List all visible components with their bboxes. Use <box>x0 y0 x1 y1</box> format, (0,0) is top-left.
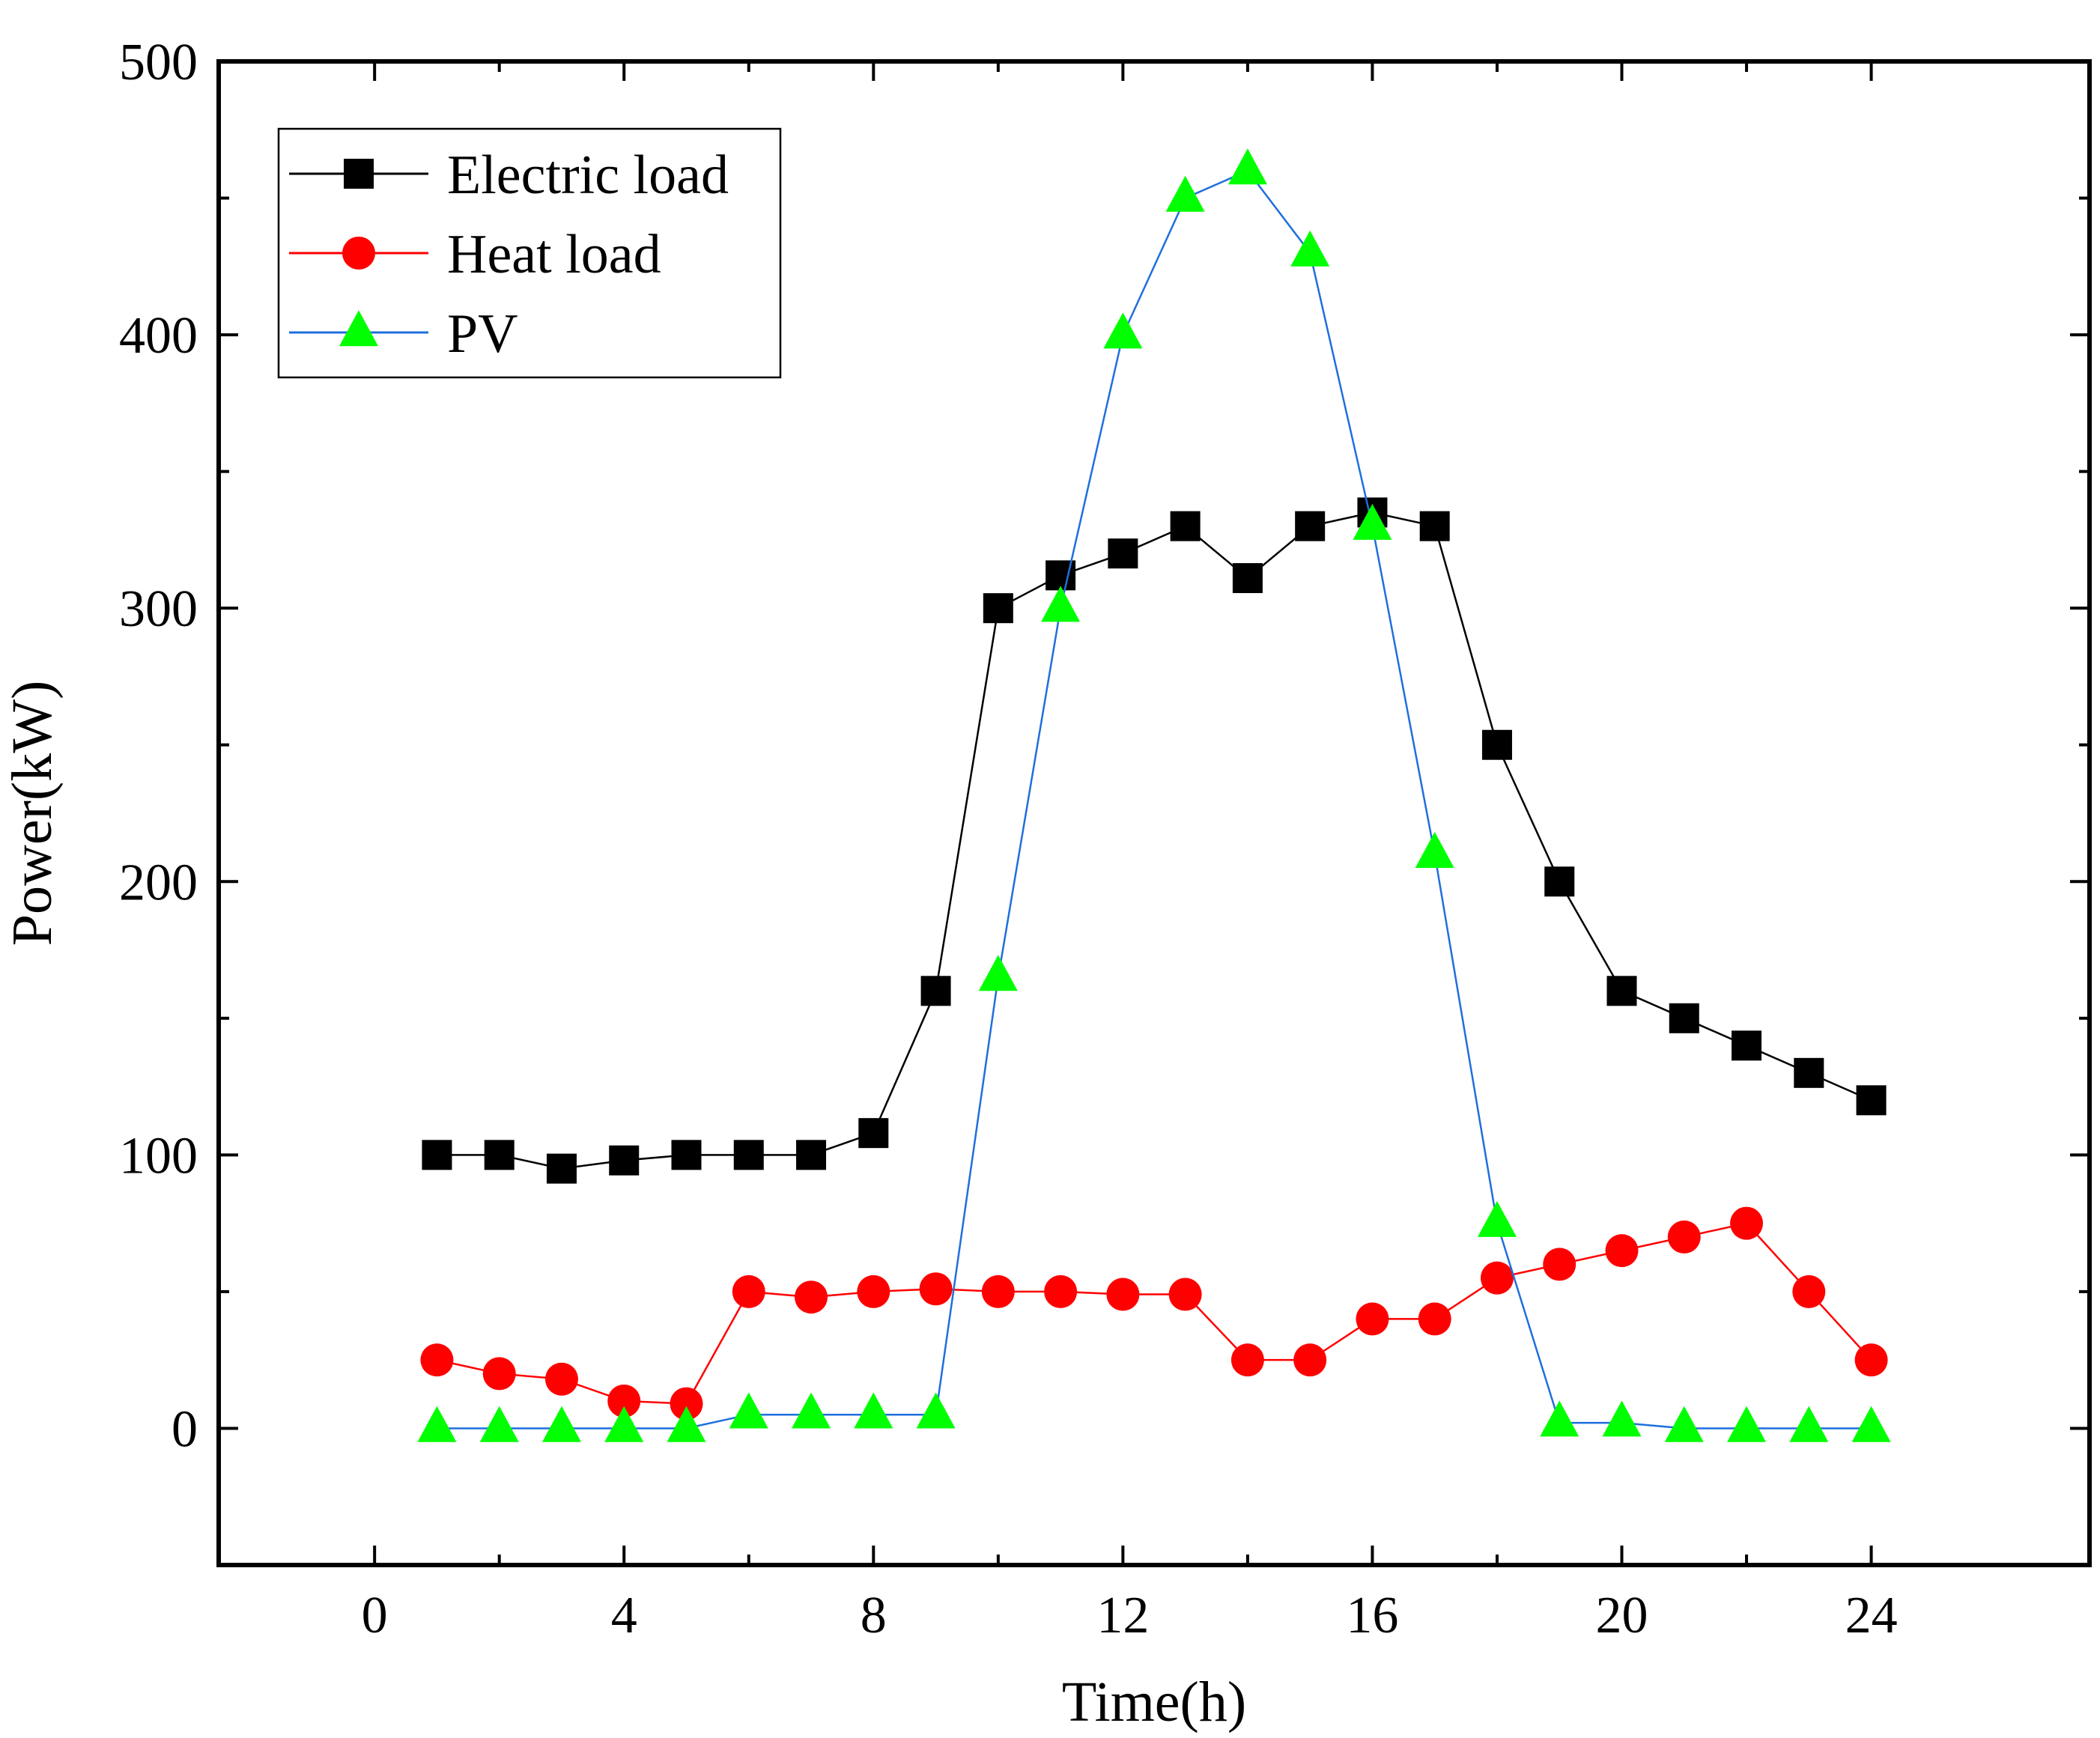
data-point-electric-load <box>1544 866 1575 897</box>
legend: Electric load Heat load PV <box>277 127 782 379</box>
data-point-heat-load <box>795 1280 828 1314</box>
data-point-heat-load <box>1667 1220 1701 1254</box>
data-point-electric-load <box>1108 538 1138 569</box>
y-tick-label: 200 <box>119 854 198 911</box>
data-point-electric-load <box>1732 1030 1762 1061</box>
data-point-pv <box>729 1392 768 1429</box>
data-point-pv <box>1165 175 1205 212</box>
plot-frame <box>216 59 2092 1567</box>
series-pv <box>417 148 1891 1442</box>
y-tick-label: 300 <box>119 580 198 638</box>
data-point-heat-load <box>1106 1277 1140 1311</box>
x-axis-title: Time(h) <box>1062 1671 1246 1734</box>
data-point-electric-load <box>484 1140 515 1170</box>
data-point-pv <box>1103 312 1143 349</box>
data-point-pv <box>479 1406 519 1442</box>
legend-marker-pv <box>339 310 378 347</box>
data-point-pv <box>1789 1406 1829 1442</box>
data-point-pv <box>541 1406 581 1442</box>
data-point-pv <box>1227 148 1267 185</box>
x-tick-label: 20 <box>1596 1587 1648 1644</box>
data-point-heat-load <box>1543 1248 1576 1281</box>
data-point-electric-load <box>1481 729 1512 760</box>
x-tick-label: 0 <box>362 1587 388 1644</box>
data-point-electric-load <box>1606 976 1637 1006</box>
x-tick-label: 12 <box>1096 1587 1149 1644</box>
data-point-pv <box>1415 832 1454 869</box>
data-point-pv <box>1851 1406 1891 1442</box>
data-point-pv <box>1041 586 1081 622</box>
series-electric-load <box>422 497 1887 1184</box>
data-point-electric-load <box>733 1140 764 1170</box>
data-point-heat-load <box>544 1362 578 1396</box>
data-point-heat-load <box>1854 1343 1888 1377</box>
data-point-heat-load <box>1356 1302 1389 1336</box>
legend-label-electric-load: Electric load <box>447 145 729 206</box>
x-tick-label: 24 <box>1845 1587 1898 1644</box>
data-point-pv <box>792 1392 831 1429</box>
data-point-pv <box>916 1392 956 1429</box>
y-tick-label: 400 <box>119 307 198 365</box>
data-point-heat-load <box>1480 1261 1514 1295</box>
data-point-electric-load <box>1794 1057 1824 1088</box>
data-point-pv <box>1727 1406 1767 1442</box>
data-point-electric-load <box>920 976 951 1006</box>
data-point-electric-load <box>422 1140 452 1170</box>
legend-label-pv: PV <box>447 303 518 365</box>
data-point-pv <box>417 1406 457 1442</box>
data-point-electric-load <box>858 1118 889 1149</box>
data-point-heat-load <box>919 1272 953 1306</box>
data-point-pv <box>978 955 1018 991</box>
series-heat-load <box>420 1206 1888 1421</box>
data-point-electric-load <box>671 1140 702 1170</box>
data-point-pv <box>1290 230 1330 267</box>
data-point-heat-load <box>1730 1206 1764 1240</box>
data-point-electric-load <box>1419 511 1450 541</box>
data-point-heat-load <box>1230 1343 1264 1377</box>
data-point-heat-load <box>482 1357 516 1391</box>
data-point-pv <box>667 1406 706 1442</box>
y-tick-label: 100 <box>119 1127 198 1185</box>
series-group <box>417 148 1891 1442</box>
data-point-pv <box>604 1406 644 1442</box>
data-point-pv <box>1477 1200 1517 1237</box>
data-point-pv <box>1353 503 1392 540</box>
data-point-heat-load <box>1044 1274 1078 1308</box>
data-point-electric-load <box>1295 511 1326 541</box>
legend-marker-heat-load <box>342 237 375 270</box>
y-axis-title: Power(kW) <box>1 681 64 947</box>
y-tick-label: 0 <box>172 1400 198 1458</box>
data-point-heat-load <box>1605 1234 1639 1268</box>
data-point-heat-load <box>981 1274 1015 1308</box>
data-point-heat-load <box>1168 1277 1202 1311</box>
tick-labels: 0 4 8 12 16 20 24 0 100 200 300 400 500 <box>119 34 1898 1644</box>
data-point-electric-load <box>1669 1003 1699 1033</box>
data-point-heat-load <box>857 1274 890 1308</box>
data-point-electric-load <box>546 1153 577 1184</box>
data-point-electric-load <box>1232 563 1263 594</box>
legend-marker-electric-load <box>344 159 374 189</box>
data-point-heat-load <box>732 1274 765 1308</box>
x-tick-label: 16 <box>1346 1587 1398 1644</box>
data-point-heat-load <box>1293 1343 1327 1377</box>
data-point-electric-load <box>1856 1085 1887 1116</box>
legend-label-heat-load: Heat load <box>447 224 661 285</box>
x-tick-label: 8 <box>861 1587 887 1644</box>
x-tick-label: 4 <box>611 1587 637 1644</box>
data-point-heat-load <box>670 1387 703 1421</box>
data-point-pv <box>1664 1406 1704 1442</box>
data-point-electric-load <box>609 1145 640 1176</box>
data-point-heat-load <box>1792 1274 1826 1308</box>
data-point-electric-load <box>796 1140 827 1170</box>
data-point-heat-load <box>420 1343 454 1377</box>
data-point-pv <box>854 1392 893 1429</box>
data-point-electric-load <box>983 593 1013 624</box>
y-tick-label: 500 <box>119 34 198 91</box>
data-point-heat-load <box>1418 1302 1451 1336</box>
data-point-pv <box>1602 1400 1642 1437</box>
data-point-heat-load <box>607 1384 641 1418</box>
data-point-pv <box>1540 1400 1579 1437</box>
data-point-electric-load <box>1170 511 1201 541</box>
